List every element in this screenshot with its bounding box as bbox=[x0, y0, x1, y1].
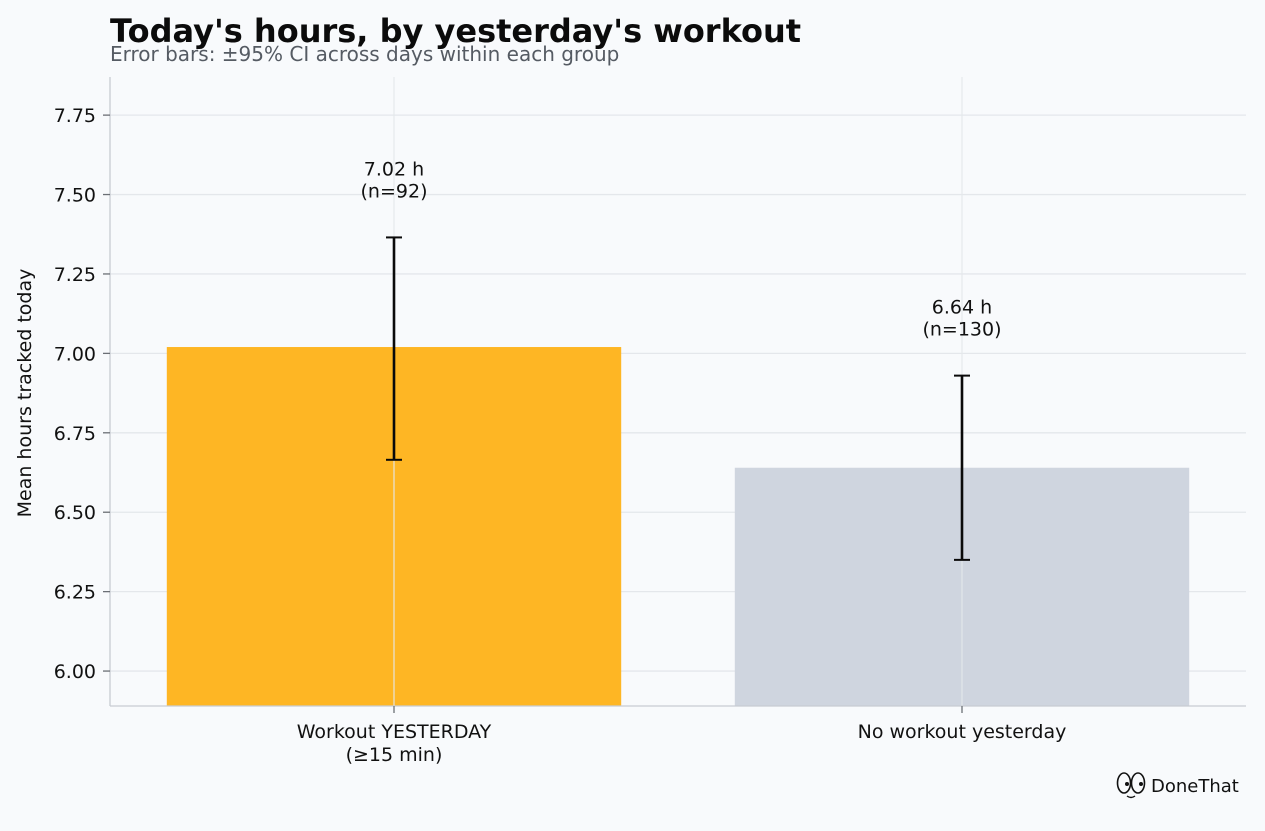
x-tick-label: No workout yesterday bbox=[858, 721, 1067, 743]
eyes-logo-icon bbox=[1116, 772, 1146, 799]
chart-subtitle: Error bars: ±95% CI across days within e… bbox=[110, 42, 619, 66]
y-tick-label: 6.25 bbox=[54, 582, 96, 604]
y-tick-label: 7.00 bbox=[54, 343, 96, 365]
bar-value-label: (n=92) bbox=[361, 180, 428, 202]
y-axis-label: Mean hours tracked today bbox=[14, 269, 36, 518]
bar-value-label: 6.64 h bbox=[932, 297, 992, 319]
x-tick-label: Workout YESTERDAY bbox=[297, 721, 492, 743]
x-tick-label: (≥15 min) bbox=[346, 744, 443, 766]
y-tick-label: 6.75 bbox=[54, 423, 96, 445]
data-labels: 7.02 h(n=92) 6.64 h(n=130) bbox=[361, 158, 1002, 340]
chart-title: Today's hours, by yesterday's workout bbox=[110, 12, 801, 50]
brand-name: DoneThat bbox=[1151, 776, 1239, 797]
y-tick-label: 7.25 bbox=[54, 264, 96, 286]
y-tick-label: 7.50 bbox=[54, 185, 96, 207]
brand-logo: DoneThat bbox=[1116, 772, 1239, 799]
bar-value-label: 7.02 h bbox=[364, 158, 424, 180]
y-tick-label: 6.00 bbox=[54, 661, 96, 683]
bars bbox=[166, 347, 1190, 706]
axes bbox=[109, 77, 1246, 707]
ticks: 6.00 6.25 6.50 6.75 7.00 7.25 7.50 7.75 Workout … bbox=[54, 105, 1067, 766]
y-tick-label: 6.50 bbox=[54, 502, 96, 524]
error-bars bbox=[386, 236, 970, 561]
bar-value-label: (n=130) bbox=[922, 319, 1001, 341]
y-tick-label: 7.75 bbox=[54, 105, 96, 127]
